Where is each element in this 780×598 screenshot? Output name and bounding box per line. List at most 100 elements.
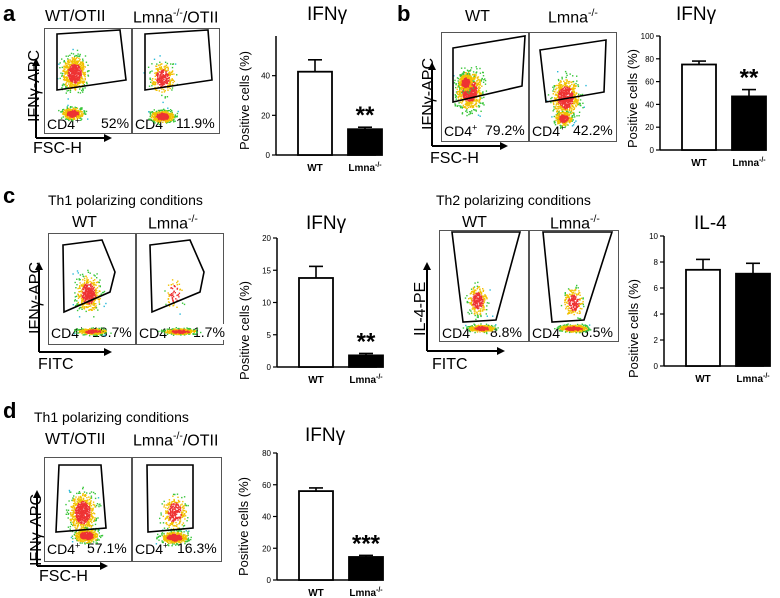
- condition-label-c2: Th2 polarizing conditions: [436, 192, 591, 208]
- bar-ytick-label-d-3: 60: [262, 481, 271, 490]
- flow-header-d-1: WT/OTII: [45, 431, 106, 448]
- bar-category-b-1: Lmna-/-: [732, 157, 766, 169]
- bar-ytick-label-b-4: 80: [645, 55, 654, 64]
- x-arrow-head-a: [104, 134, 112, 142]
- bar-category-a-1: Lmna-/-: [348, 162, 382, 174]
- panel-letter-b: b: [397, 1, 411, 26]
- gate-cd4-b-2: CD4+: [532, 122, 566, 139]
- flow-header-c1-1: WT: [72, 214, 97, 231]
- gate-polygon-c2-wt: [451, 231, 522, 323]
- bar-b-1: [731, 95, 767, 151]
- gate-pct-a-2: 11.9%: [175, 115, 216, 131]
- bar-title-d: IFNγ: [305, 425, 346, 446]
- scatter-a-wt: [57, 48, 90, 122]
- panel-letter-d: d: [3, 398, 17, 423]
- bar-ylabel-d: Positive cells (%): [236, 477, 251, 576]
- scatter-c2-ko: [554, 284, 592, 334]
- flow-header-c2-1: WT: [462, 214, 487, 231]
- gate-pct-b-2: 42.2%: [572, 122, 614, 138]
- x-axis-label-c2: FITC: [432, 356, 468, 373]
- x-arrow-head-c2: [497, 347, 505, 355]
- bar-category-c1-0: WT: [308, 375, 324, 386]
- y-arrow-head-c2: [423, 262, 431, 270]
- bar-ytick-label-c1-2: 10: [262, 299, 271, 308]
- bar-ytick-label-b-1: 20: [645, 123, 654, 132]
- bar-a-1: [347, 128, 383, 156]
- gate-label-b-2: CD4+: [531, 122, 567, 139]
- bar-ytick-label-c1-0: 0: [267, 363, 272, 372]
- flow-header-b-2: Lmna-/-: [548, 8, 598, 27]
- scatter-d-ko: [155, 493, 192, 547]
- bar-d-1: [348, 556, 384, 581]
- gate-polygon-a-ko: [144, 29, 213, 91]
- bar-category-c1-1: Lmna-/-: [349, 374, 383, 386]
- bar-c2-1: [735, 272, 771, 367]
- bar-ytick-label-c2-5: 10: [649, 232, 658, 241]
- x-axis-label-b: FSC-H: [430, 150, 479, 167]
- bar-title-a: IFNγ: [307, 4, 348, 25]
- bar-title-c1: IFNγ: [306, 213, 347, 234]
- bar-ylabel-a: Positive cells (%): [237, 51, 252, 150]
- bar-ytick-label-c1-4: 20: [262, 234, 271, 243]
- bar-title-b: IFNγ: [676, 4, 717, 25]
- flow-header-a-2: Lmna-/-/OTII: [133, 8, 219, 27]
- bar-ytick-label-b-2: 40: [645, 100, 654, 109]
- scatter-b-ko: [546, 70, 587, 129]
- gate-polygon-a-wt: [56, 29, 127, 91]
- scatter-c2-wt: [462, 281, 499, 335]
- x-axis-label-c1: FITC: [38, 356, 74, 373]
- gate-label-d-2: CD4+: [134, 540, 170, 557]
- gate-pct-a-1: 52%: [100, 115, 131, 131]
- bar-category-c2-1: Lmna-/-: [736, 373, 770, 385]
- bar-ytick-label-a-0: 0: [266, 151, 271, 160]
- bar-c2-0: [685, 268, 721, 367]
- flow-header-c1-2: Lmna-/-: [148, 214, 198, 233]
- x-arrow-head-b: [500, 142, 508, 150]
- flow-header-b-1: WT: [465, 8, 490, 25]
- gate-label-d-1: CD4+: [46, 540, 82, 557]
- scatter-a-ko: [143, 55, 179, 126]
- gate-polygon-c1-wt: [62, 239, 116, 314]
- condition-label-c1: Th1 polarizing conditions: [48, 192, 203, 208]
- flow-plot-c2-ko: [529, 230, 619, 342]
- bar-ytick-label-c2-2: 4: [654, 310, 659, 319]
- x-arrow-head-d: [100, 562, 108, 570]
- scatter-c1-ko: [158, 279, 202, 336]
- x-axis-label-a: FSC-H: [33, 140, 82, 157]
- condition-label-d: Th1 polarizing conditions: [34, 409, 189, 425]
- scatter-b-wt: [452, 66, 488, 117]
- gate-polygon-b-ko: [539, 39, 607, 103]
- y-arrow-head-b: [428, 62, 436, 70]
- x-arrow-head-c1: [104, 348, 112, 356]
- bar-ytick-label-c2-0: 0: [654, 362, 659, 371]
- y-arrow-head-d: [33, 490, 41, 498]
- bar-ytick-label-d-0: 0: [267, 576, 272, 585]
- bar-a-0: [297, 70, 333, 156]
- gate-polygon-d-ko: [146, 464, 194, 533]
- gate-cd4-d-2: CD4+: [135, 540, 169, 557]
- flow-header-c2-2: Lmna-/-: [550, 214, 600, 233]
- scatter-d-wt: [65, 486, 104, 545]
- panel-letter-c: c: [3, 183, 16, 208]
- bar-ytick-label-a-1: 20: [261, 111, 270, 120]
- bar-ylabel-c1: Positive cells (%): [237, 281, 252, 380]
- bar-ytick-label-b-3: 60: [645, 78, 654, 87]
- bar-ytick-label-c2-3: 6: [654, 284, 659, 293]
- bar-category-c2-0: WT: [695, 374, 711, 385]
- gate-pct-d-1: 57.1%: [86, 540, 128, 556]
- bar-c1-0: [298, 277, 334, 368]
- x-axis-label-d: FSC-H: [39, 568, 88, 585]
- significance-b: **: [740, 65, 759, 92]
- bar-ytick-label-c2-4: 8: [654, 258, 659, 267]
- bar-ytick-label-b-5: 100: [641, 32, 655, 41]
- flow-header-d-2: Lmna-/-/OTII: [133, 431, 219, 450]
- y-arrow-head-a: [32, 58, 40, 66]
- bar-c1-1: [348, 354, 384, 368]
- gate-label-b-1: CD4+: [443, 122, 479, 139]
- significance-d: ***: [352, 530, 381, 557]
- bar-ytick-label-d-1: 20: [262, 544, 271, 553]
- y-arrow-head-c1: [35, 262, 43, 270]
- gate-cd4-b-1: CD4+: [444, 122, 478, 139]
- bar-d-0: [298, 490, 334, 581]
